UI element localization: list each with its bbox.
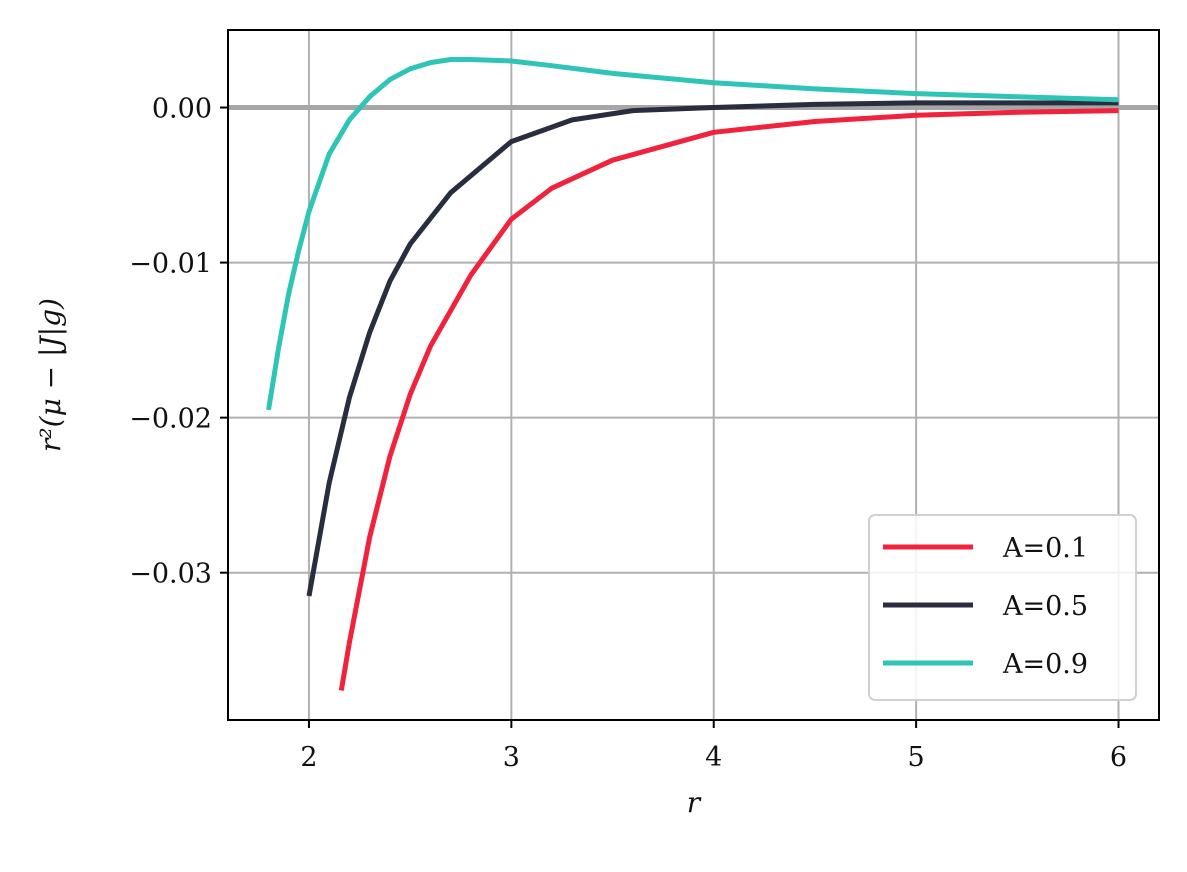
y-tick-label: −0.03 [129,559,212,590]
legend-box [868,514,1137,701]
legend-label: A=0.5 [1002,591,1088,622]
y-tick-label: −0.01 [129,249,212,280]
y-axis-label: r²(μ − |J|g) [34,298,67,452]
x-tick-label: 6 [1110,742,1127,773]
x-tick-label: 5 [908,742,925,773]
series-line-A=0.5 [306,100,1119,597]
legend-label: A=0.9 [1002,649,1088,680]
series-line-A=0.9 [266,57,1119,411]
ticks: 2 3 4 5 6 0.00 −0.01 −0.02 −0.03 [129,94,1127,773]
x-axis-label: r [687,786,702,819]
legend: A=0.1 A=0.5 A=0.9 [868,514,1137,701]
legend-label: A=0.1 [1002,533,1088,564]
x-tick-label: 3 [503,742,520,773]
plot-frame [227,29,1160,721]
x-tick-label: 2 [300,742,317,773]
series-layer [266,57,1119,691]
series-line-A=0.1 [338,108,1119,691]
y-tick-label: −0.02 [129,404,212,435]
x-tick-label: 4 [705,742,722,773]
y-tick-label: 0.00 [152,94,212,125]
